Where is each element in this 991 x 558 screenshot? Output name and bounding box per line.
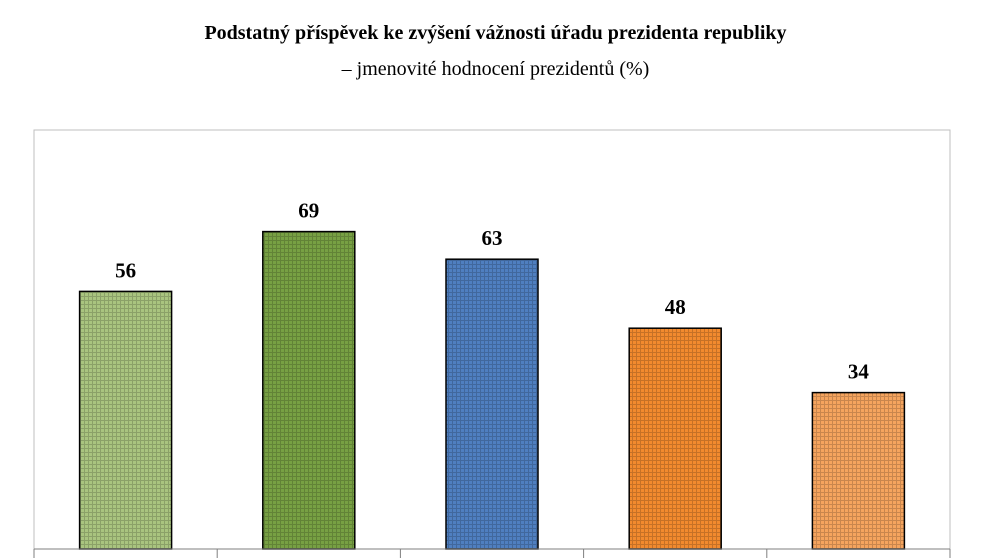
bar-2 bbox=[262, 230, 356, 550]
plot-area-border bbox=[33, 129, 951, 558]
bar-5 bbox=[811, 391, 906, 550]
data-label-2: 69 bbox=[298, 199, 319, 223]
chart-title: Podstatný příspěvek ke zvýšení vážnosti … bbox=[204, 22, 787, 44]
bar-3 bbox=[445, 258, 539, 550]
data-label-5: 34 bbox=[848, 360, 870, 384]
chart-subtitle: – jmenovité hodnocení prezidentů (%) bbox=[341, 58, 650, 80]
data-label-1: 56 bbox=[115, 258, 136, 282]
data-label-4: 48 bbox=[665, 295, 686, 319]
data-label-3: 63 bbox=[482, 226, 503, 250]
bar-4 bbox=[628, 327, 722, 550]
bar-1 bbox=[78, 290, 173, 550]
